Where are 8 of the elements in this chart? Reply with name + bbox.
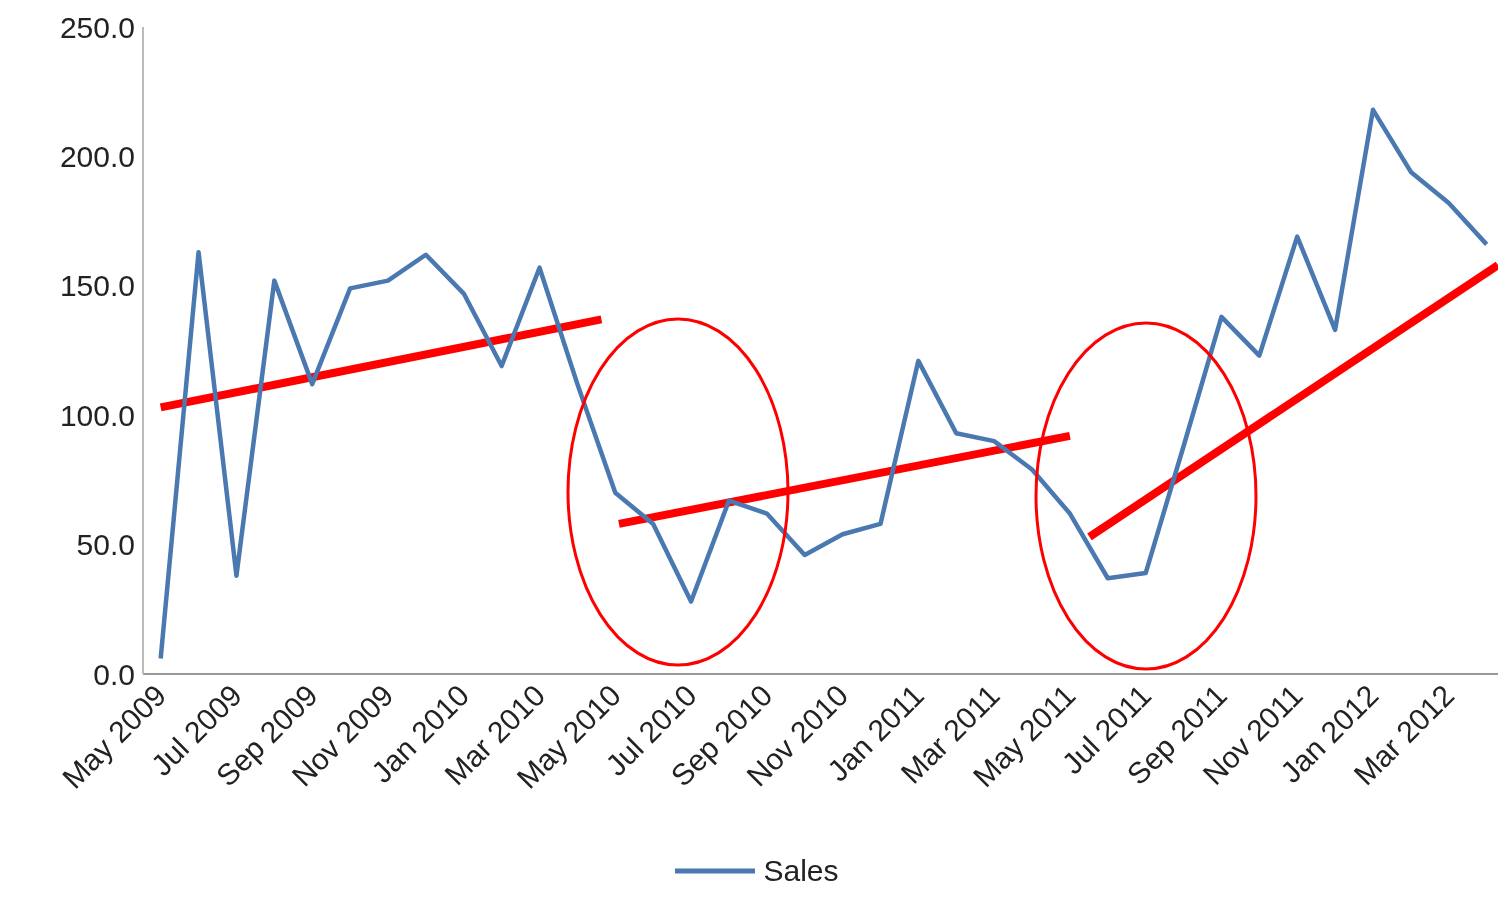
y-tick-label: 0.0	[93, 657, 135, 691]
y-tick-label: 250.0	[59, 10, 135, 44]
y-tick-label: 50.0	[76, 528, 135, 562]
y-tick-label: 150.0	[59, 269, 135, 303]
line-series	[158, 107, 1489, 661]
y-tick-label: 200.0	[59, 140, 135, 174]
y-tick-label: 100.0	[59, 398, 135, 432]
legend-label: Sales	[762, 854, 839, 888]
